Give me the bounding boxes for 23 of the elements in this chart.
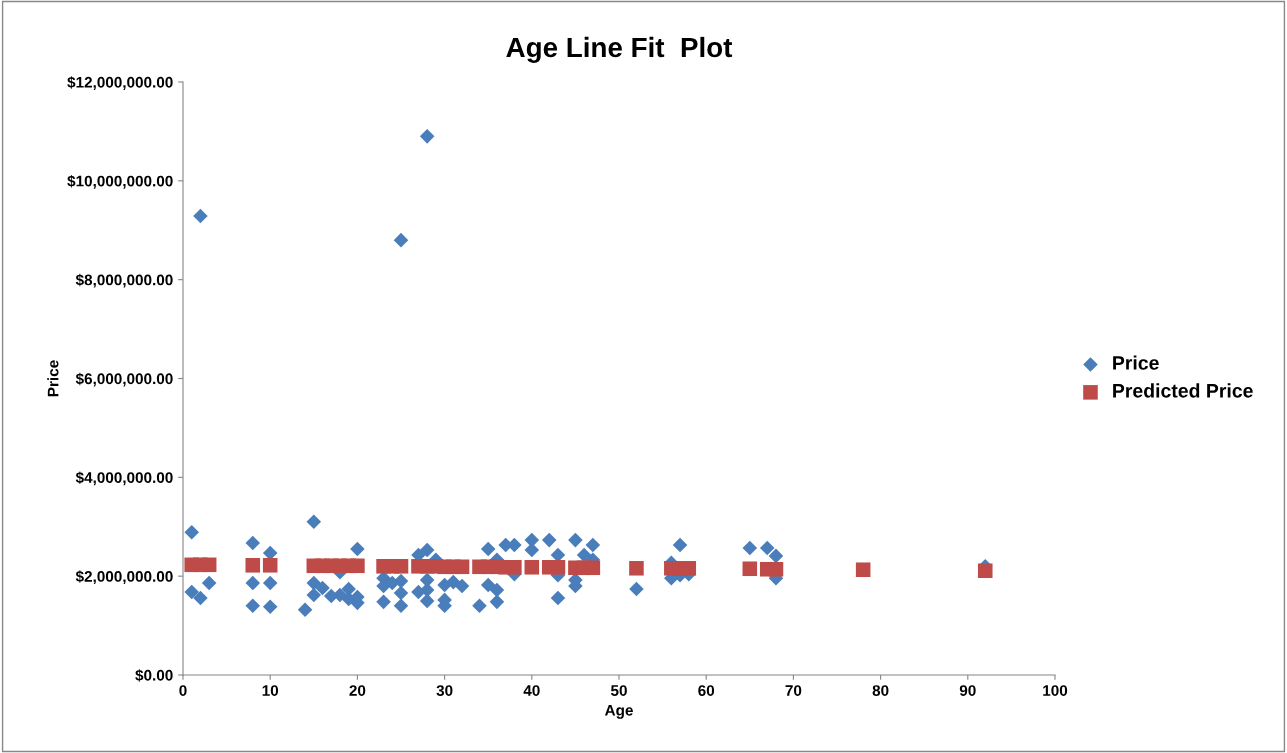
x-tick-label: 40 [523,685,540,696]
x-tick-label: 0 [179,685,187,696]
x-axis-title: Age [604,705,633,719]
x-tick-label: 20 [349,685,366,696]
x-tick-label: 90 [959,685,976,696]
x-tick-label: 10 [262,685,279,696]
y-tick-label: $2,000,000.00 [75,570,173,585]
x-tick-label: 60 [698,685,715,696]
x-tick-label: 70 [785,685,802,696]
y-tick-label: $12,000,000.00 [67,76,173,90]
y-tick-label: $4,000,000.00 [75,471,173,486]
x-tick-label: 50 [610,685,627,696]
chart-title: Age Line Fit Plot [506,36,733,63]
y-tick-label: $8,000,000.00 [75,273,173,288]
x-tick-label: 100 [1043,685,1068,696]
legend-label: Predicted Price [1113,383,1253,398]
legend-label: Price [1113,355,1159,370]
x-tick-label: 80 [872,685,889,696]
y-tick-label: $10,000,000.00 [67,175,173,189]
y-axis-title: Price [47,360,59,397]
y-tick-label: $6,000,000.00 [75,372,173,387]
y-tick-label: $0.00 [135,669,173,682]
x-tick-label: 30 [436,685,453,696]
